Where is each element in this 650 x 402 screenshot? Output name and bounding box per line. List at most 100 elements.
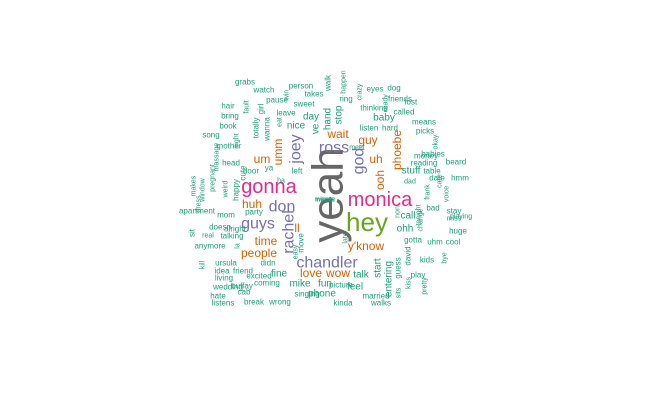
word-kids: kids [420,256,434,265]
word-kill: kill [200,260,207,269]
word-listens: listens [212,299,235,308]
word-nice: nice [287,121,306,132]
word-anymore: anymore [194,242,226,251]
word-kinda: kinda [333,299,353,308]
word-play: play [411,271,426,280]
word-yeah: yeah [304,147,353,242]
word-sweet: sweet [294,100,316,109]
word-thinking: thinking [360,104,388,113]
word-pause: pause [266,96,288,105]
word-happen: happen [341,70,348,93]
word-watch: watch [253,86,275,95]
word-cab: cab [238,288,251,297]
word-hmm: hmm [451,174,469,183]
word-reading: reading [411,159,438,168]
word-song: song [202,131,219,140]
word-hate: hate [210,292,226,301]
word-non: non [395,206,402,218]
word-dog: dog [387,84,400,93]
word-ross: ross [319,140,349,157]
word-coming: coming [254,279,280,288]
word-alright: alright [224,225,247,234]
word-eyes: eyes [367,85,384,94]
word-pretty: pretty [422,277,429,295]
word-pregnant: pregnant [210,164,217,192]
word-love: love [300,266,322,280]
word-beard: beard [446,158,466,167]
word-friends: friends [388,95,412,104]
word-stay: stay [447,207,462,216]
word-apartment: apartment [179,207,216,216]
word-talking: talking [220,232,243,241]
word-ve: ve [311,123,322,134]
word-frank: frank [425,184,432,200]
word-ring: ring [339,95,352,104]
word-move: move [297,233,306,253]
word-ursula: ursula [215,259,237,268]
word-buffay: buffay [231,282,253,291]
word-bad: bad [426,204,439,213]
word-voice: voice [444,186,451,202]
word-crazy: crazy [357,83,364,100]
word-talk: talk [353,270,370,281]
word-book: book [219,122,237,131]
word-stop: stop [334,105,345,124]
word-gotta: gotta [404,236,422,245]
word-wrong: wrong [268,298,291,307]
word-huge: huge [449,227,467,236]
word-bye: bye [442,252,449,263]
word-real: real [202,233,214,240]
word-rachel: rachel [281,210,298,254]
word-party: party [245,208,263,217]
word-night: night [234,133,241,148]
word-playing: playing [450,214,472,221]
word-tonight: tonight [416,204,423,225]
word-huh: huh [242,197,262,211]
word-table: table [423,167,441,176]
word-phone: phone [308,289,336,300]
word-girl: girl [257,103,266,114]
word-miss: miss [447,216,462,223]
word-easy: easy [293,244,300,259]
word-minute: minute [314,197,335,204]
word-ya: ya [265,164,274,173]
word-baby: baby [373,113,395,124]
word-wanna: wanna [263,117,272,142]
word-eat: eat [277,117,284,127]
word-mom: mom [217,211,235,220]
word-cute: cute [239,165,248,181]
word-david: david [404,246,413,265]
word-hair: hair [221,102,235,111]
word-wedding: wedding [212,283,243,292]
word-start: start [373,258,384,278]
word-fun: fun [318,279,332,290]
word-fault: fault [244,100,251,113]
word-hey: hey [346,207,388,237]
word-cool: cool [446,238,461,247]
word-didn: didn [260,259,275,268]
word-ha: ha [277,178,285,185]
word-hand: hand [323,108,334,130]
word-massage: massage [214,143,221,172]
word-doesn: doesn [209,223,231,232]
word-mike: mike [289,279,311,290]
word-living: living [215,274,233,283]
word-takes: takes [304,90,323,99]
word-person: person [289,82,313,91]
word-wait: wait [326,127,349,141]
word-door: door [243,167,259,176]
word-listen: listen [360,124,379,133]
word-picture: picture [329,281,354,290]
word-idea: idea [214,267,230,276]
word-stuff: stuff [402,166,421,177]
word-don: don [269,199,296,216]
word-dad: dad [404,179,416,186]
word-kiss: kiss [406,276,413,289]
word-grabs: grabs [235,78,255,87]
word-babies: babies [421,150,445,159]
word-guys: guys [241,216,275,233]
word-picks: picks [416,127,434,136]
word-chandler: chandler [296,255,358,272]
